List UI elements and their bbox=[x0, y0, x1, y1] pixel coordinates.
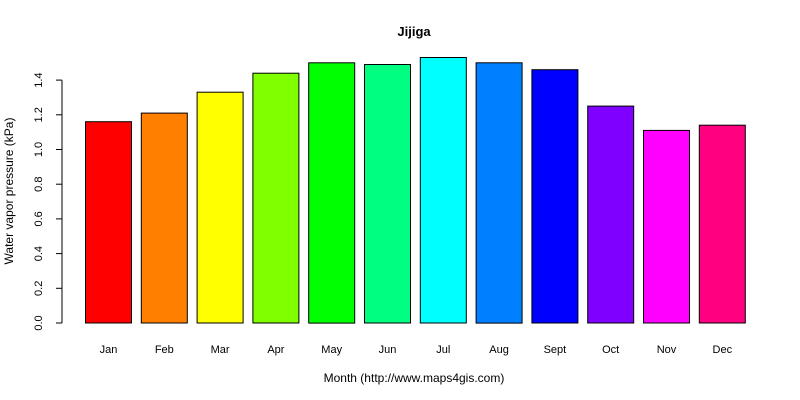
bar-feb bbox=[140, 112, 188, 324]
y-tick-label: 0.0 bbox=[33, 315, 45, 330]
x-axis-labels: Jan Feb Mar Apr May Jun Jul Aug Sept Oct Nov Dec bbox=[100, 344, 733, 356]
x-tick-label: Sept bbox=[544, 344, 567, 356]
bar-dec bbox=[698, 124, 746, 324]
x-tick-label: Jan bbox=[100, 344, 118, 356]
y-axis-label: Water vapor pressure (kPa) bbox=[2, 118, 16, 265]
bar-jun bbox=[364, 64, 411, 324]
x-tick-label: Nov bbox=[657, 344, 677, 356]
y-tick-label: 0.6 bbox=[33, 211, 45, 226]
x-tick-label: Jun bbox=[379, 344, 397, 356]
y-axis: 0.0 0.2 0.4 0.6 0.8 1.0 1.2 1.4 bbox=[33, 72, 63, 331]
y-tick-label: 1.4 bbox=[33, 72, 45, 87]
y-tick-label: 0.2 bbox=[33, 281, 45, 296]
bar-apr bbox=[252, 72, 300, 324]
x-tick-label: Apr bbox=[267, 344, 284, 356]
x-axis-label: Month (http://www.maps4gis.com) bbox=[324, 371, 505, 385]
bar-nov bbox=[643, 129, 690, 324]
x-tick-label: Dec bbox=[713, 344, 733, 356]
bar-oct bbox=[587, 105, 635, 324]
x-tick-label: Aug bbox=[489, 344, 509, 356]
x-tick-label: Feb bbox=[155, 344, 174, 356]
y-tick-label: 1.0 bbox=[33, 142, 45, 157]
bars-group bbox=[85, 57, 746, 324]
x-tick-label: Jul bbox=[436, 344, 450, 356]
bar-jul bbox=[419, 57, 467, 324]
chart-title: Jijiga bbox=[397, 24, 431, 39]
y-tick-label: 1.2 bbox=[33, 107, 45, 122]
x-tick-label: Oct bbox=[602, 344, 619, 356]
bar-mar bbox=[196, 91, 244, 324]
bar-may bbox=[308, 62, 356, 324]
y-tick-label: 0.8 bbox=[33, 177, 45, 192]
bar-aug bbox=[475, 62, 523, 324]
bar-jan bbox=[85, 121, 132, 324]
y-tick-label: 0.4 bbox=[33, 246, 45, 261]
x-tick-label: May bbox=[321, 344, 342, 356]
x-tick-label: Mar bbox=[211, 344, 230, 356]
bar-sept bbox=[531, 69, 579, 324]
